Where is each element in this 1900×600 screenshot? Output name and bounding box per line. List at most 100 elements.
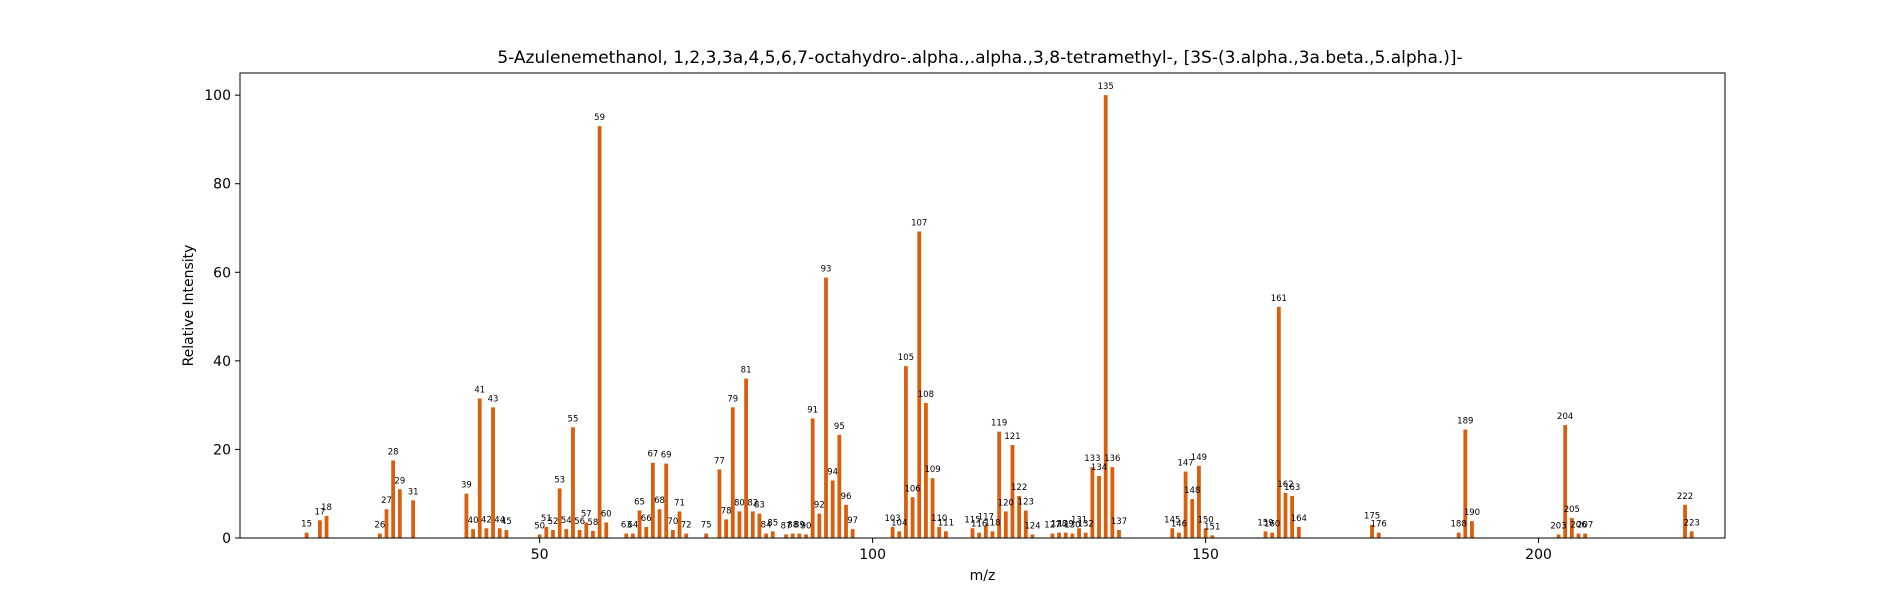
bar-mz-207 [1583, 533, 1588, 538]
bar-label-mz-18: 18 [321, 503, 332, 513]
bar-label-mz-29: 29 [394, 476, 405, 486]
bar-mz-120 [1003, 511, 1008, 538]
bar-mz-160 [1270, 532, 1275, 538]
bar-mz-65 [637, 510, 642, 538]
bar-mz-132 [1083, 532, 1088, 538]
bar-label-mz-40: 40 [468, 516, 479, 526]
bar-mz-44 [497, 528, 502, 538]
bar-mz-159 [1263, 531, 1268, 538]
bar-label-mz-117: 117 [978, 513, 994, 523]
bar-mz-127 [1050, 533, 1055, 538]
bar-mz-31 [411, 500, 416, 538]
bar-label-mz-123: 123 [1018, 498, 1034, 508]
bar-label-mz-57: 57 [581, 510, 592, 520]
bar-label-mz-80: 80 [734, 498, 745, 508]
bar-label-mz-149: 149 [1191, 453, 1207, 463]
bar-mz-103 [890, 526, 895, 538]
bar-mz-122 [1017, 495, 1022, 538]
bar-label-mz-64: 64 [627, 521, 638, 531]
bar-mz-26 [377, 533, 382, 538]
bar-label-mz-60: 60 [601, 510, 612, 520]
bar-mz-95 [837, 434, 842, 538]
bar-label-mz-207: 207 [1577, 521, 1593, 531]
bar-mz-145 [1170, 528, 1175, 538]
bar-label-mz-94: 94 [827, 467, 838, 477]
bar-label-mz-223: 223 [1684, 518, 1700, 528]
bar-label-mz-95: 95 [834, 422, 845, 432]
bar-mz-176 [1376, 532, 1381, 538]
bar-label-mz-77: 77 [714, 456, 725, 466]
bar-mz-18 [324, 515, 329, 538]
bar-label-mz-84: 84 [761, 521, 772, 531]
bar-mz-162 [1283, 492, 1288, 538]
bar-label-mz-137: 137 [1111, 517, 1127, 527]
bar-mz-17 [318, 520, 322, 538]
bar-label-mz-163: 163 [1284, 483, 1300, 493]
x-axis-label: m/z [970, 568, 996, 584]
bar-mz-55 [571, 427, 575, 538]
bar-label-mz-53: 53 [554, 475, 565, 485]
bar-label-mz-120: 120 [998, 498, 1014, 508]
bar-mz-64 [630, 533, 635, 538]
bar-label-mz-39: 39 [461, 481, 472, 491]
bar-mz-67 [650, 462, 655, 538]
bar-mz-66 [644, 526, 649, 538]
bar-label-mz-87: 87 [781, 521, 792, 531]
bar-mz-107 [917, 231, 922, 539]
bar-label-mz-222: 222 [1677, 492, 1693, 502]
bar-mz-119 [997, 431, 1002, 538]
bar-mz-163 [1290, 495, 1295, 538]
bar-label-mz-96: 96 [841, 492, 852, 502]
bar-mz-85 [770, 531, 775, 538]
x-tick-label-150: 150 [1192, 547, 1219, 563]
bar-label-mz-93: 93 [821, 265, 832, 275]
bar-mz-109 [930, 478, 935, 538]
bar-mz-39 [464, 493, 469, 538]
bar-mz-54 [564, 529, 569, 538]
bar-label-mz-56: 56 [574, 517, 585, 527]
bar-mz-106 [910, 497, 915, 538]
bar-mz-223 [1689, 531, 1694, 538]
bar-label-mz-72: 72 [681, 521, 692, 531]
bar-mz-75 [704, 533, 709, 538]
bar-mz-29 [397, 489, 402, 538]
bar-mz-78 [724, 519, 729, 538]
bar-label-mz-17: 17 [314, 507, 325, 517]
bar-mz-204 [1563, 425, 1568, 538]
bar-label-mz-89: 89 [794, 521, 805, 531]
chart-title: 5-Azulenemethanol, 1,2,3,3a,4,5,6,7-octa… [497, 48, 1462, 68]
bar-mz-135 [1103, 95, 1108, 539]
bar-mz-84 [764, 533, 768, 538]
bar-label-mz-122: 122 [1011, 483, 1027, 493]
bar-mz-146 [1177, 532, 1181, 538]
bar-mz-205 [1569, 518, 1574, 538]
y-tick-label-80: 80 [213, 177, 231, 193]
bar-label-mz-50: 50 [534, 521, 545, 531]
bar-label-mz-115: 115 [964, 515, 980, 525]
bar-label-mz-128: 128 [1051, 520, 1067, 530]
bar-label-mz-147: 147 [1177, 459, 1193, 469]
x-tick-label-50: 50 [531, 547, 549, 563]
bar-label-mz-26: 26 [374, 521, 385, 531]
bar-mz-189 [1463, 429, 1468, 538]
bar-mz-45 [504, 530, 509, 538]
plot-frame [239, 72, 1726, 539]
bar-mz-58 [591, 530, 595, 538]
bar-mz-72 [684, 533, 689, 538]
bar-mz-79 [730, 407, 735, 538]
bar-label-mz-107: 107 [911, 219, 927, 229]
y-axis: 0 20 40 60 80 100 [204, 88, 240, 547]
bar-mz-222 [1683, 504, 1687, 538]
bar-label-mz-43: 43 [488, 394, 499, 404]
bar-label-mz-148: 148 [1184, 486, 1200, 496]
bar-mz-115 [970, 528, 975, 538]
bar-label-mz-63: 63 [621, 521, 632, 531]
bar-mz-93 [824, 277, 828, 538]
bar-mz-161 [1276, 306, 1281, 538]
bar-mz-164 [1296, 526, 1301, 538]
bar-mz-123 [1023, 510, 1028, 538]
bar-label-mz-45: 45 [501, 517, 512, 527]
bar-label-mz-67: 67 [647, 450, 658, 460]
bar-mz-104 [897, 531, 902, 538]
